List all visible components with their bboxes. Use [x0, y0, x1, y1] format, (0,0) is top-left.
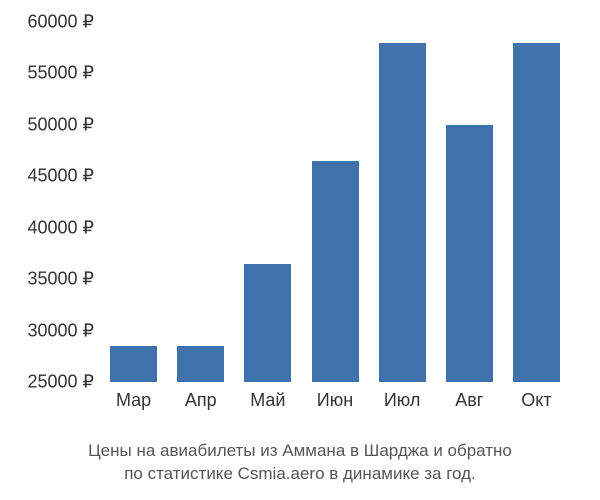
- price-chart: 25000 ₽ 30000 ₽ 35000 ₽ 40000 ₽ 45000 ₽ 50000…: [0, 0, 600, 500]
- x-tick-label: Июл: [384, 382, 421, 411]
- x-tick-label: Апр: [185, 382, 217, 411]
- bar: [244, 264, 291, 382]
- x-tick-label: Июн: [317, 382, 353, 411]
- bar: [110, 346, 157, 382]
- y-tick-label: 45000 ₽: [27, 166, 100, 187]
- x-tick-label: Авг: [455, 382, 483, 411]
- bar: [312, 161, 359, 382]
- y-tick-label: 25000 ₽: [27, 372, 100, 393]
- y-tick-label: 55000 ₽: [27, 63, 100, 84]
- x-tick-label: Май: [250, 382, 285, 411]
- y-tick-label: 40000 ₽: [27, 217, 100, 238]
- y-tick-label: 30000 ₽: [27, 320, 100, 341]
- y-tick-label: 35000 ₽: [27, 269, 100, 290]
- bar: [177, 346, 224, 382]
- x-tick-label: Мар: [116, 382, 151, 411]
- bar: [513, 43, 560, 382]
- chart-caption: Цены на авиабилеты из Аммана в Шарджа и …: [0, 440, 600, 486]
- bar: [446, 125, 493, 382]
- y-tick-label: 50000 ₽: [27, 114, 100, 135]
- x-tick-label: Окт: [521, 382, 551, 411]
- plot-area: 25000 ₽30000 ₽35000 ₽40000 ₽45000 ₽50000…: [100, 22, 570, 382]
- y-tick-label: 60000 ₽: [27, 12, 100, 33]
- bar: [379, 43, 426, 382]
